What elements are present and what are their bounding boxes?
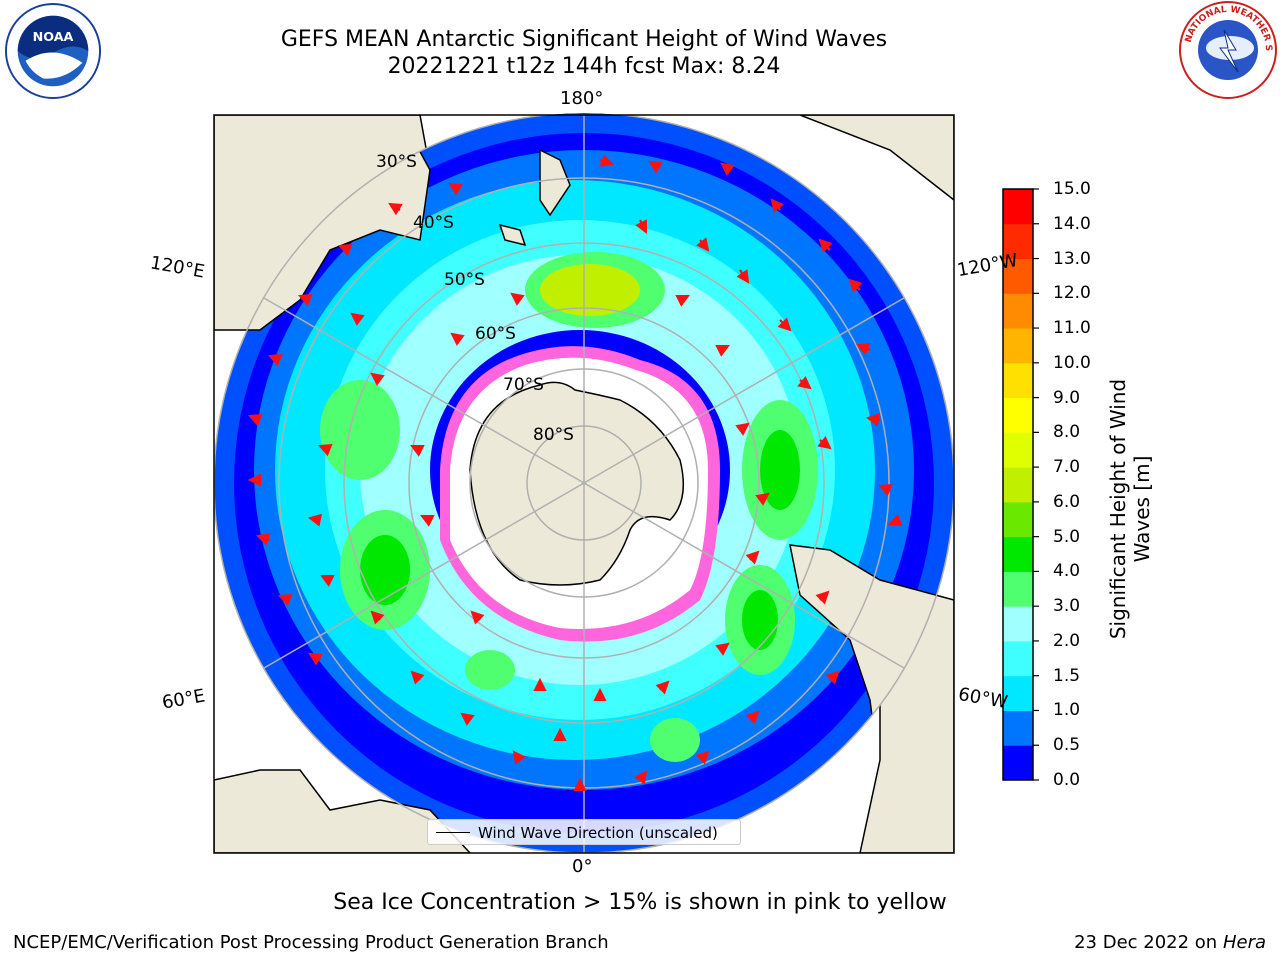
lon-label-180: 180° bbox=[560, 88, 604, 109]
lon-label-0: 0° bbox=[572, 856, 593, 877]
map-legend: Wind Wave Direction (unscaled) bbox=[427, 819, 741, 845]
colorbar-tick-label: 8.0 bbox=[1053, 422, 1081, 443]
lat-label-70s: 70°S bbox=[503, 375, 544, 395]
lat-label-30s: 30°S bbox=[376, 152, 417, 172]
footer-date-text: 23 Dec 2022 on bbox=[1074, 932, 1218, 953]
colorbar-tick-label: 15.0 bbox=[1053, 179, 1091, 199]
colorbar-swatch bbox=[1003, 606, 1033, 642]
colorbar-tick-label: 0.5 bbox=[1053, 735, 1081, 756]
colorbar-swatch bbox=[1003, 675, 1033, 711]
colorbar-swatch bbox=[1003, 362, 1033, 399]
legend-line-swatch bbox=[436, 832, 470, 833]
map-frame bbox=[213, 114, 955, 854]
colorbar-tick-label: 2.0 bbox=[1053, 630, 1081, 651]
colorbar-swatch bbox=[1003, 258, 1033, 294]
colorbar-tick-label: 4.0 bbox=[1053, 561, 1081, 582]
colorbar-tick-label: 1.0 bbox=[1053, 700, 1081, 721]
colorbar-swatch bbox=[1003, 536, 1033, 572]
colorbar-swatch bbox=[1003, 501, 1033, 538]
colorbar bbox=[1002, 188, 1039, 781]
colorbar-tick-label: 10.0 bbox=[1053, 352, 1091, 373]
footer-credit: NCEP/EMC/Verification Post Processing Pr… bbox=[13, 932, 609, 953]
colorbar-tick-label: 7.0 bbox=[1053, 457, 1081, 478]
noaa-logo: NOAA bbox=[4, 2, 102, 100]
colorbar-tick-label: 11.0 bbox=[1053, 318, 1091, 339]
lat-label-50s: 50°S bbox=[444, 270, 485, 290]
colorbar-tick-label: 1.5 bbox=[1053, 665, 1081, 686]
colorbar-tick-label: 14.0 bbox=[1053, 213, 1091, 234]
pole-marker bbox=[582, 481, 586, 485]
colorbar-tick-label: 3.0 bbox=[1053, 596, 1081, 617]
footer-host: Hera bbox=[1222, 932, 1266, 953]
colorbar-tick-label: 13.0 bbox=[1053, 248, 1091, 269]
svg-text:NOAA: NOAA bbox=[33, 30, 74, 45]
chart-title-line1: GEFS MEAN Antarctic Significant Height o… bbox=[280, 27, 888, 52]
colorbar-swatch bbox=[1003, 640, 1033, 677]
nws-logo: NATIONAL WEATHER SERVICE bbox=[1178, 0, 1277, 99]
colorbar-tick-label: 6.0 bbox=[1053, 491, 1081, 512]
colorbar-swatch bbox=[1003, 223, 1033, 260]
colorbar-title-line2: Waves [m] bbox=[1130, 455, 1154, 563]
wind-wave-arrows bbox=[247, 154, 903, 791]
colorbar-swatch bbox=[1003, 397, 1033, 433]
footer-date: 23 Dec 2022 on Hera bbox=[1074, 932, 1266, 953]
colorbar-tick-label: 9.0 bbox=[1053, 387, 1081, 408]
colorbar-tick-label: 12.0 bbox=[1053, 283, 1091, 304]
colorbar-swatch bbox=[1003, 745, 1033, 781]
colorbar-tick-label: 5.0 bbox=[1053, 526, 1081, 547]
colorbar-swatch bbox=[1003, 293, 1033, 329]
colorbar-swatch bbox=[1003, 710, 1033, 746]
colorbar-swatch bbox=[1003, 571, 1033, 607]
lat-label-40s: 40°S bbox=[413, 213, 454, 233]
colorbar-tick-label: 0.0 bbox=[1053, 770, 1081, 790]
legend-label: Wind Wave Direction (unscaled) bbox=[478, 824, 718, 842]
lat-label-60s: 60°S bbox=[475, 324, 516, 344]
colorbar-title: Significant Height of Wind Waves [m] bbox=[1106, 349, 1154, 669]
lat-label-80s: 80°S bbox=[533, 425, 574, 445]
colorbar-title-line1: Significant Height of Wind bbox=[1106, 378, 1130, 640]
colorbar-swatch bbox=[1003, 467, 1033, 503]
colorbar-frame bbox=[1002, 188, 1034, 781]
chart-title-line2: 20221221 t12z 144h fcst Max: 8.24 bbox=[387, 54, 781, 79]
colorbar-swatch bbox=[1003, 328, 1033, 364]
colorbar-swatch bbox=[1003, 189, 1033, 225]
colorbar-swatch bbox=[1003, 432, 1033, 468]
sea-ice-note: Sea Ice Concentration > 15% is shown in … bbox=[333, 890, 947, 915]
